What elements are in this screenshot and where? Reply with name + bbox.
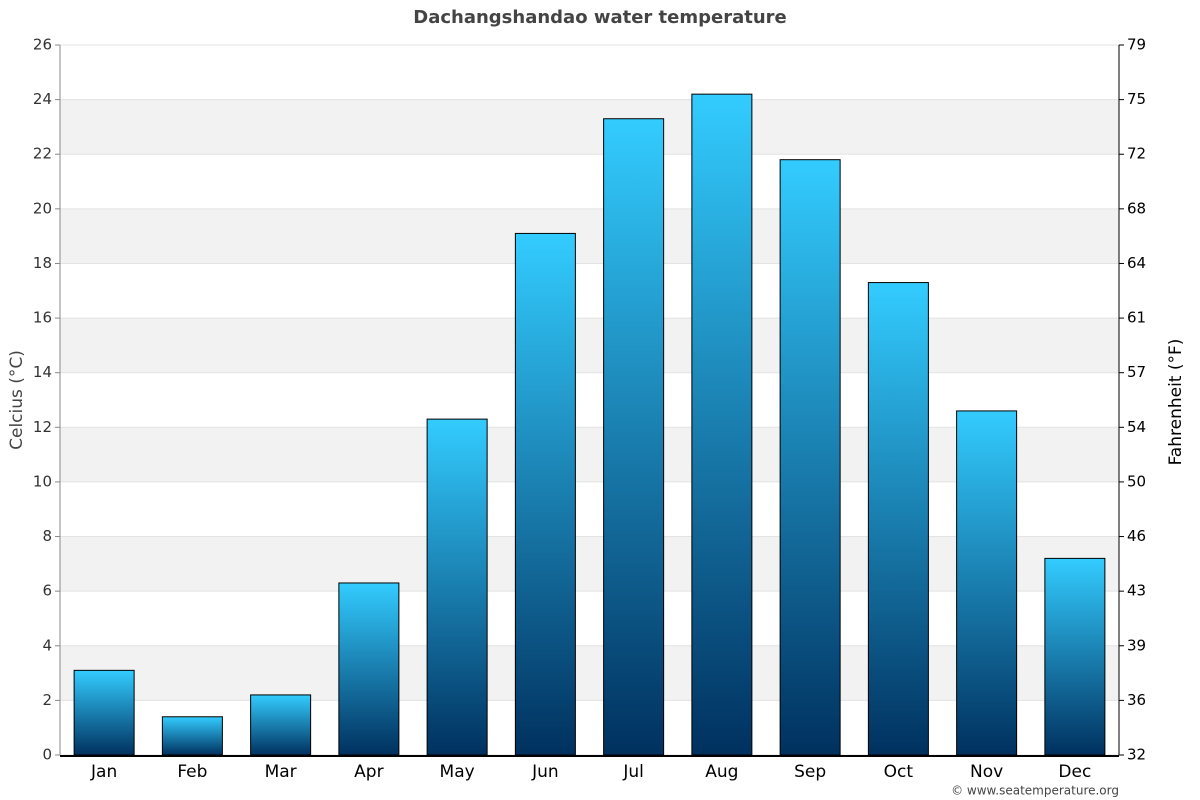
y-tick-label: 8 bbox=[42, 527, 52, 545]
bar bbox=[603, 118, 665, 756]
y-tick-label: 16 bbox=[33, 309, 52, 327]
y-tick-label: 10 bbox=[33, 472, 52, 490]
y-tick-label: 24 bbox=[33, 90, 52, 108]
y-tick-label: 18 bbox=[33, 254, 52, 272]
bar bbox=[338, 582, 400, 756]
y2-tick-label: 75 bbox=[1127, 90, 1146, 108]
grid-band bbox=[60, 99, 1119, 155]
y2-tick-label: 46 bbox=[1127, 527, 1146, 545]
bar bbox=[867, 282, 929, 756]
credit: © www.seatemperature.org bbox=[951, 784, 1119, 798]
y2-tick-label: 57 bbox=[1127, 363, 1146, 381]
x-tick-label: Jun bbox=[531, 762, 559, 782]
grid-band bbox=[60, 318, 1119, 373]
bar bbox=[250, 694, 312, 756]
y-tick-label: 6 bbox=[42, 582, 52, 600]
bar bbox=[956, 410, 1018, 756]
x-tick-label: May bbox=[440, 762, 475, 782]
y-tick-label: 12 bbox=[33, 418, 52, 436]
y2-tick-label: 64 bbox=[1127, 254, 1146, 272]
y-tick-label: 0 bbox=[42, 746, 52, 764]
y2-tick-label: 36 bbox=[1127, 691, 1146, 709]
bar bbox=[514, 232, 576, 756]
y2-tick-label: 61 bbox=[1127, 309, 1146, 327]
x-tick-label: Dec bbox=[1058, 762, 1091, 782]
y-tick-label: 20 bbox=[33, 199, 52, 217]
grid-band bbox=[60, 536, 1119, 592]
y-axis-label: Celcius (°C) bbox=[7, 350, 27, 450]
x-tick-label: Sep bbox=[794, 762, 826, 782]
y2-axis-label: Fahrenheit (°F) bbox=[1166, 339, 1186, 466]
bar bbox=[779, 159, 841, 756]
y2-tick-label: 79 bbox=[1127, 36, 1146, 54]
grid-band bbox=[60, 645, 1119, 701]
x-tick-label: Oct bbox=[884, 762, 914, 782]
y-tick-label: 14 bbox=[33, 363, 52, 381]
x-tick-label: Nov bbox=[970, 762, 1003, 782]
grid-band bbox=[60, 208, 1119, 264]
x-tick-label: Aug bbox=[705, 762, 738, 782]
bar bbox=[161, 716, 223, 756]
y2-tick-label: 39 bbox=[1127, 636, 1146, 654]
x-tick-label: Mar bbox=[265, 762, 297, 782]
y2-tick-label: 32 bbox=[1127, 746, 1146, 764]
x-tick-label: Feb bbox=[177, 762, 207, 782]
y2-tick-label: 54 bbox=[1127, 418, 1146, 436]
x-tick-label: Jul bbox=[622, 762, 644, 782]
x-tick-label: Apr bbox=[354, 762, 383, 782]
bar bbox=[73, 669, 135, 756]
bar bbox=[426, 418, 488, 756]
grid-band bbox=[60, 427, 1119, 482]
y2-tick-label: 72 bbox=[1127, 145, 1146, 163]
bar bbox=[1044, 557, 1106, 756]
y2-tick-label: 68 bbox=[1127, 199, 1146, 217]
y2-tick-label: 50 bbox=[1127, 472, 1146, 490]
bar bbox=[691, 93, 753, 756]
y-tick-label: 4 bbox=[42, 636, 52, 654]
x-tick-label: Jan bbox=[90, 762, 117, 782]
y2-tick-label: 43 bbox=[1127, 582, 1146, 600]
y-tick-label: 22 bbox=[33, 145, 52, 163]
y-tick-label: 26 bbox=[33, 36, 52, 54]
chart-title: Dachangshandao water temperature bbox=[413, 7, 787, 28]
y-tick-label: 2 bbox=[42, 691, 52, 709]
